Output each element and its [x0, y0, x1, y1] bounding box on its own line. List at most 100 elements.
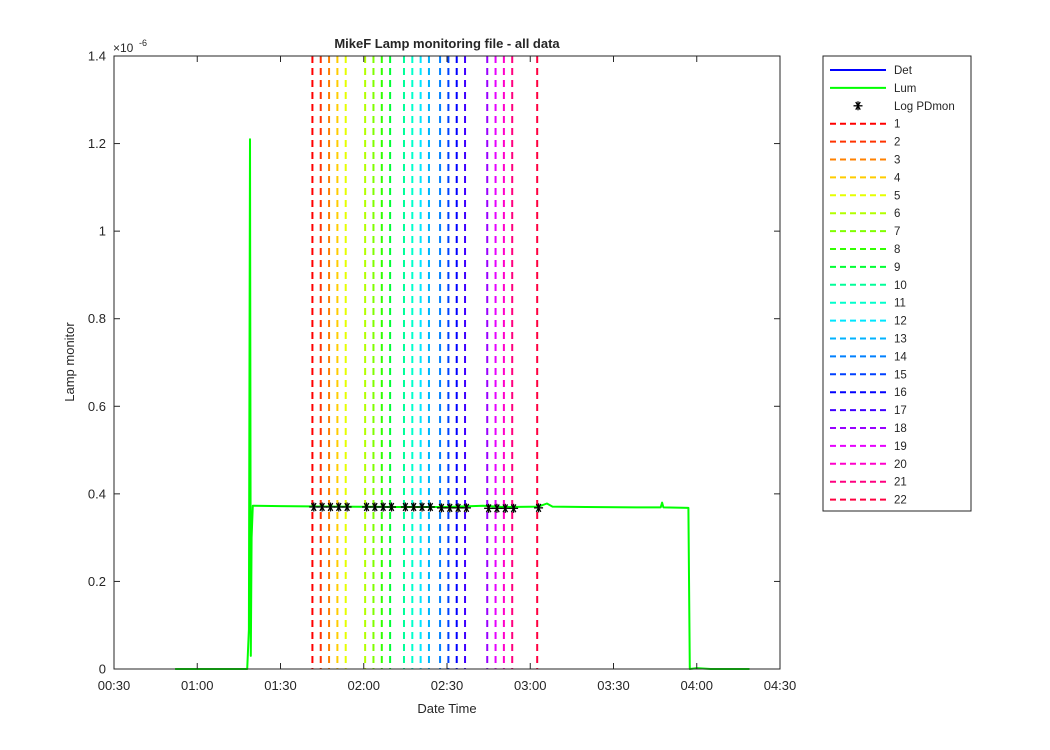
y-tick-label-0: 0 [99, 662, 106, 677]
legend-label: 7 [894, 226, 900, 238]
legend-label: Log PDmon [894, 101, 955, 113]
legend-entry-1: 1 [830, 119, 900, 131]
log-pdmon-point-22 [534, 503, 544, 513]
x-tick-label-1: 01:00 [181, 678, 214, 693]
y-axis: 0 0.2 0.4 0.6 0.8 1 1.2 1.4 [88, 49, 780, 677]
legend-label: 14 [894, 351, 907, 363]
chart-title: MikeF Lamp monitoring file - all data [334, 36, 560, 51]
y-tick-label-1: 0.2 [88, 574, 106, 589]
log-pdmon-point-6 [362, 502, 372, 512]
log-pdmon-point-18 [484, 503, 494, 513]
legend-entry-2: 2 [830, 137, 900, 149]
x-axis: 00:30 01:00 01:30 02:00 02:30 03:00 03:30 04:00… [98, 56, 797, 693]
legend-entry-14: 14 [830, 351, 907, 363]
legend-entry-17: 17 [830, 405, 907, 417]
legend-entry-13: 13 [830, 334, 907, 346]
log-pdmon-point-14 [436, 503, 446, 513]
y-tick-label-6: 1.2 [88, 136, 106, 151]
legend-entry-lum: Lum [830, 83, 916, 95]
log-pdmon-point-21 [509, 503, 519, 513]
plot-area [114, 56, 780, 669]
log-pdmon-point-20 [500, 503, 510, 513]
log-pdmon-point-10 [400, 502, 410, 512]
x-tick-label-2: 01:30 [264, 678, 297, 693]
legend-entry-6: 6 [830, 208, 900, 220]
legend-label: Lum [894, 83, 916, 95]
legend-entry-11: 11 [830, 298, 906, 310]
x-tick-label-5: 03:00 [514, 678, 547, 693]
legend-entry-18: 18 [830, 423, 907, 435]
legend-label: 18 [894, 423, 907, 435]
legend-label: 5 [894, 190, 900, 202]
x-tick-label-8: 04:30 [764, 678, 797, 693]
legend-label: 20 [894, 459, 907, 471]
legend-entry-8: 8 [830, 244, 900, 256]
legend-entry-19: 19 [830, 441, 907, 453]
legend-label: 4 [894, 172, 901, 184]
x-tick-label-7: 04:00 [680, 678, 713, 693]
log-pdmon-point-9 [387, 502, 396, 512]
legend-entry-16: 16 [830, 387, 907, 399]
log-pdmon-point-11 [409, 502, 419, 512]
y-tick-label-3: 0.6 [88, 399, 106, 414]
legend-label: 9 [894, 262, 900, 274]
legend-swatch [853, 101, 863, 111]
x-tick-label-3: 02:00 [347, 678, 380, 693]
log-pdmon-point-1 [309, 502, 319, 512]
vertical-lines [311, 56, 539, 669]
legend-entry-3: 3 [830, 155, 900, 167]
log-pdmon-point-2 [317, 502, 327, 512]
legend-label: 22 [894, 495, 907, 507]
legend-label: 6 [894, 208, 900, 220]
legend-entry-20: 20 [830, 459, 907, 471]
legend-label: 11 [894, 298, 906, 310]
legend-label: 1 [894, 119, 900, 131]
y-tick-label-2: 0.4 [88, 486, 106, 501]
legend-entry-22: 22 [830, 495, 907, 507]
legend-entry-log-pdmon: Log PDmon [853, 101, 955, 113]
log-pdmon-point-13 [425, 502, 435, 512]
y-exponent-base: ×10 [113, 41, 134, 55]
legend-label: Det [894, 65, 913, 77]
x-axis-label: Date Time [417, 701, 476, 716]
legend-entry-4: 4 [830, 172, 901, 184]
log-pdmon-point-12 [417, 502, 427, 512]
log-pdmon-markers [309, 502, 544, 513]
legend-label: 21 [894, 477, 907, 489]
log-pdmon-point-16 [453, 503, 463, 513]
y-tick-label-5: 1 [99, 224, 106, 239]
legend-label: 3 [894, 155, 900, 167]
series-line-lum [175, 138, 750, 670]
series-layer [175, 138, 750, 670]
legend-label: 13 [894, 334, 907, 346]
x-tick-label-0: 00:30 [98, 678, 131, 693]
legend-label: 16 [894, 387, 907, 399]
log-pdmon-point-15 [445, 503, 455, 513]
x-tick-label-4: 02:30 [431, 678, 464, 693]
log-pdmon-point-19 [492, 503, 502, 513]
legend-label: 15 [894, 369, 907, 381]
legend-entry-7: 7 [830, 226, 900, 238]
legend-label: 8 [894, 244, 900, 256]
legend-label: 12 [894, 316, 907, 328]
legend-entry-det: Det [830, 65, 913, 77]
log-pdmon-point-4 [334, 502, 344, 512]
legend-entry-10: 10 [830, 280, 907, 292]
legend-label: 10 [894, 280, 907, 292]
legend-box [822, 55, 972, 512]
y-exponent-power: -6 [139, 38, 147, 48]
log-pdmon-point-17 [461, 503, 471, 513]
log-pdmon-point-7 [370, 502, 380, 512]
legend-label: 19 [894, 441, 907, 453]
log-pdmon-point-3 [325, 502, 335, 512]
legend-entry-9: 9 [830, 262, 900, 274]
legend-entry-12: 12 [830, 316, 907, 328]
y-tick-label-7: 1.4 [88, 49, 106, 64]
legend-entry-5: 5 [830, 190, 900, 202]
legend-label: 17 [894, 405, 907, 417]
legend-label: 2 [894, 137, 900, 149]
y-tick-label-4: 0.8 [88, 311, 106, 326]
